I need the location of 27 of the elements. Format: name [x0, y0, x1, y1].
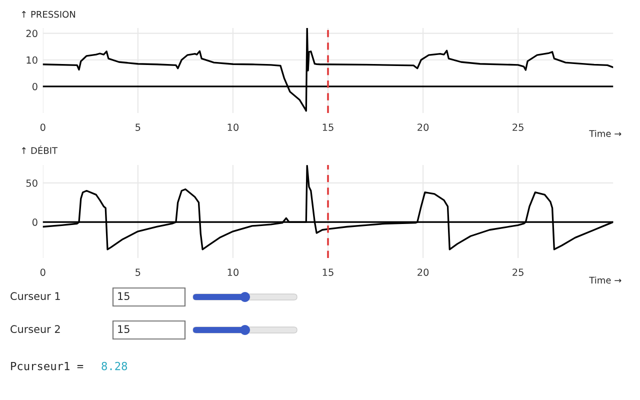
y-axis-title: ↑ DÉBIT — [22, 145, 58, 154]
text: Curseur 1 — [10, 292, 60, 300]
y-tick-label: 0 — [32, 218, 38, 226]
x-tick-label: 0 — [40, 268, 46, 276]
y-tick-label: 10 — [26, 56, 38, 64]
x-tick-label: 10 — [228, 268, 238, 276]
y-axis-title: ↑ PRESSION — [22, 10, 76, 18]
x-tick-label: 0 — [40, 124, 46, 131]
y-tick-label: 0 — [32, 82, 38, 90]
text: 15 — [118, 292, 130, 300]
text: 8.28 — [102, 362, 128, 370]
x-tick-label: 10 — [228, 124, 238, 131]
x-tick-label: 20 — [418, 124, 429, 131]
y-tick-label: 50 — [26, 179, 38, 187]
y-tick-label: 20 — [26, 30, 38, 38]
x-axis-title: Time → — [589, 130, 622, 137]
x-tick-label: 20 — [418, 268, 429, 276]
x-tick-label: 25 — [512, 124, 524, 131]
x-tick-label: 15 — [322, 124, 334, 131]
text: 15 — [118, 325, 130, 334]
x-tick-label: 15 — [322, 268, 334, 276]
x-tick-label: 5 — [136, 124, 140, 131]
text: Pcurseur1 = — [11, 362, 84, 370]
x-tick-label: 5 — [136, 268, 140, 276]
text: Curseur 2 — [10, 325, 60, 334]
x-axis-title: Time → — [589, 276, 622, 284]
x-tick-label: 25 — [512, 268, 524, 276]
